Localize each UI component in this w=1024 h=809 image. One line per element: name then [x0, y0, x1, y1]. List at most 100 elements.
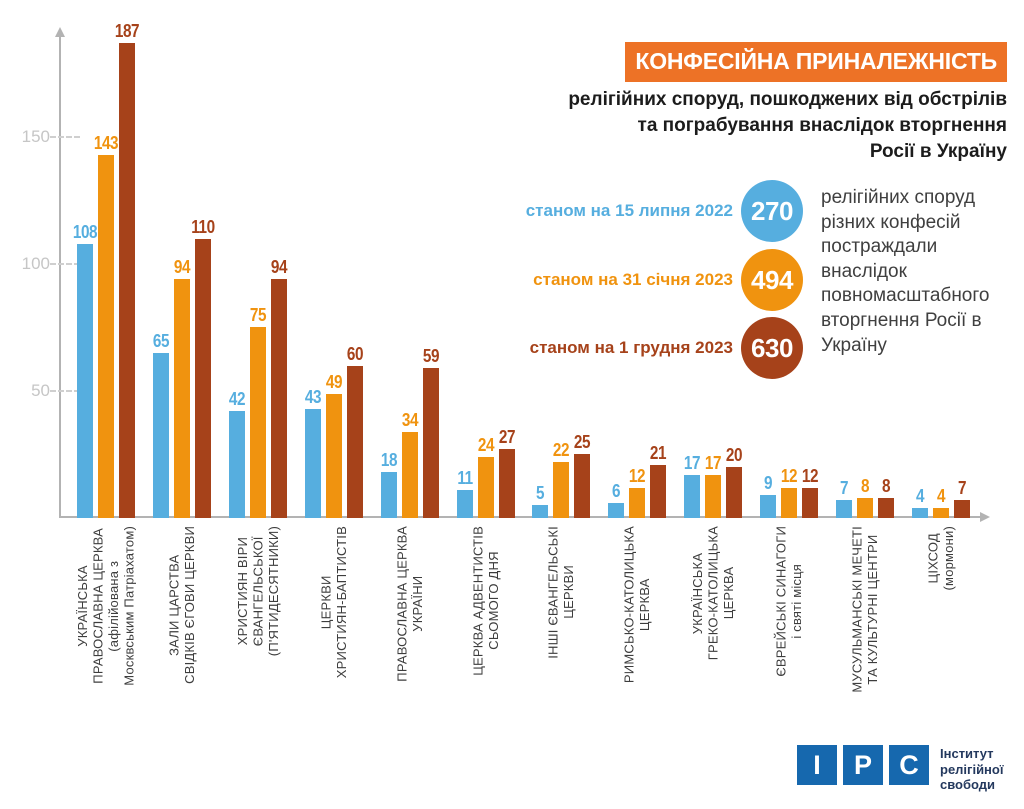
bar-series-0-cat-1 — [153, 353, 169, 518]
category-label-1: ЗАЛИ ЦАРСТВА СВІДКІВ ЄГОВИ ЦЕРКВИ — [166, 526, 198, 684]
bar-series-2-cat-11 — [954, 500, 970, 518]
logo-letter-square-2: Р — [843, 745, 883, 785]
bar-series-1-cat-0 — [98, 155, 114, 518]
bar-value-label: 4 — [915, 486, 925, 506]
subtitle-line-1: релігійних споруд, пошкоджених від обстр… — [568, 89, 1007, 110]
subtitle: релігійних споруд, пошкоджених від обстр… — [568, 87, 1007, 165]
bar-value-label: 27 — [498, 427, 516, 447]
bar-series-0-cat-11 — [912, 508, 928, 518]
bar-series-1-cat-11 — [933, 508, 949, 518]
bar-series-1-cat-2 — [250, 327, 266, 518]
bar-series-0-cat-3 — [305, 409, 321, 518]
category-label-10: МУСУЛЬМАНСЬКІ МЕЧЕТІ ТА КУЛЬТУРНІ ЦЕНТРИ — [849, 526, 881, 693]
category-label-3: ЦЕРКВИ ХРИСТИЯН-БАПТИСТІВ — [318, 526, 350, 679]
bar-series-1-cat-7 — [629, 488, 645, 518]
bar-value-label: 12 — [801, 466, 819, 486]
bar-value-label: 110 — [191, 217, 215, 237]
category-label-11: ЦІХСОД (мормони) — [925, 526, 957, 591]
bar-series-0-cat-6 — [532, 505, 548, 518]
bar-value-label: 187 — [114, 21, 140, 41]
bar-series-2-cat-5 — [499, 449, 515, 518]
bar-value-label: 43 — [304, 387, 322, 407]
category-label-9: ЄВРЕЙСЬКІ СИНАГОГИ і святі місця — [773, 526, 805, 677]
bar-value-label: 94 — [270, 257, 288, 277]
category-label-2: ХРИСТИЯН ВІРИ ЄВАНГЕЛЬСЬКОЇ (П'ЯТИДЕСЯТН… — [234, 526, 281, 657]
bar-series-1-cat-10 — [857, 498, 873, 518]
bar-series-1-cat-9 — [781, 488, 797, 518]
bar-series-0-cat-0 — [77, 244, 93, 518]
logo-letter-square-1: І — [797, 745, 837, 785]
bar-value-label: 9 — [763, 473, 773, 493]
legend-date-jan-2023: станом на 31 січня 2023 — [533, 270, 733, 289]
bar-value-label: 34 — [401, 410, 419, 430]
y-tick-150-dash — [50, 136, 80, 138]
bar-series-0-cat-7 — [608, 503, 624, 518]
category-label-5: ЦЕРКВА АДВЕНТИСТІВ СЬОМОГО ДНЯ — [470, 526, 502, 676]
bar-value-label: 20 — [725, 445, 743, 465]
y-tick-150: 150 — [21, 127, 50, 146]
category-label-8: УКРАЇНСЬКА ГРЕКО-КАТОЛИЦЬКА ЦЕРКВА — [689, 526, 736, 661]
bar-series-2-cat-1 — [195, 239, 211, 518]
legend-total-circle-jan-2023: 494 — [741, 249, 803, 311]
bar-value-label: 7 — [839, 478, 849, 498]
bar-series-2-cat-8 — [726, 467, 742, 518]
bar-value-label: 18 — [380, 450, 398, 470]
bar-value-label: 25 — [573, 432, 591, 452]
bar-value-label: 49 — [325, 372, 343, 392]
bar-value-label: 8 — [860, 476, 870, 496]
page-title: КОНФЕСІЙНА ПРИНАЛЕЖНІСТЬ — [625, 42, 1007, 82]
bar-series-0-cat-5 — [457, 490, 473, 518]
bar-series-2-cat-4 — [423, 368, 439, 518]
category-label-7: РИМСЬКО-КАТОЛИЦЬКА ЦЕРКВА — [621, 526, 653, 684]
legend-date-2022: станом на 15 липня 2022 — [525, 201, 733, 220]
legend-date-dec-2023: станом на 1 грудня 2023 — [529, 338, 733, 357]
bar-series-2-cat-10 — [878, 498, 894, 518]
bar-series-2-cat-9 — [802, 488, 818, 518]
bar-value-label: 4 — [936, 486, 946, 506]
category-label-6: ІНШІ ЄВАНГЕЛЬСЬКІ ЦЕРКВИ — [545, 526, 577, 659]
subtitle-line-3: Росії в Україну — [869, 141, 1007, 162]
bar-value-label: 17 — [683, 453, 701, 473]
bar-series-2-cat-7 — [650, 465, 666, 518]
y-tick-100: 100 — [21, 254, 50, 273]
bar-series-1-cat-3 — [326, 394, 342, 518]
bar-series-1-cat-6 — [553, 462, 569, 518]
bar-value-label: 65 — [152, 331, 170, 351]
bar-value-label: 21 — [649, 443, 667, 463]
subtitle-line-2: та пограбування внаслідок вторгнення — [637, 115, 1007, 136]
bar-series-0-cat-4 — [381, 472, 397, 518]
bar-value-label: 108 — [72, 222, 98, 242]
org-name-line-2: релігійної — [940, 761, 1004, 777]
bar-value-label: 143 — [93, 133, 119, 153]
bar-series-1-cat-5 — [478, 457, 494, 518]
bar-value-label: 5 — [535, 483, 545, 503]
y-axis — [59, 36, 61, 518]
bar-series-2-cat-0 — [119, 43, 135, 518]
bar-value-label: 12 — [780, 466, 798, 486]
logo-letter-square-3: С — [889, 745, 929, 785]
bar-value-label: 59 — [422, 346, 440, 366]
bar-series-1-cat-1 — [174, 279, 190, 518]
legend-total-circle-2022: 270 — [741, 180, 803, 242]
org-name: Інститут релігійної свободи — [940, 746, 1004, 793]
bar-series-2-cat-2 — [271, 279, 287, 518]
bar-series-1-cat-4 — [402, 432, 418, 518]
bar-series-0-cat-2 — [229, 411, 245, 518]
bar-value-label: 60 — [346, 344, 364, 364]
bar-series-0-cat-8 — [684, 475, 700, 518]
y-tick-100-dash — [50, 263, 80, 265]
bar-value-label: 12 — [628, 466, 646, 486]
bar-value-label: 17 — [704, 453, 722, 473]
bar-value-label: 42 — [228, 389, 246, 409]
bar-value-label: 22 — [552, 440, 570, 460]
org-name-line-3: свободи — [940, 777, 996, 792]
bar-value-label: 75 — [249, 305, 267, 325]
bar-series-0-cat-9 — [760, 495, 776, 518]
y-tick-50-dash — [50, 390, 80, 392]
legend-total-circle-dec-2023: 630 — [741, 317, 803, 379]
bar-value-label: 94 — [173, 257, 191, 277]
legend-note: релігійних споруд різних конфесій постра… — [821, 187, 990, 356]
org-name-line-1: Інститут — [940, 746, 994, 761]
bar-value-label: 11 — [457, 468, 473, 488]
